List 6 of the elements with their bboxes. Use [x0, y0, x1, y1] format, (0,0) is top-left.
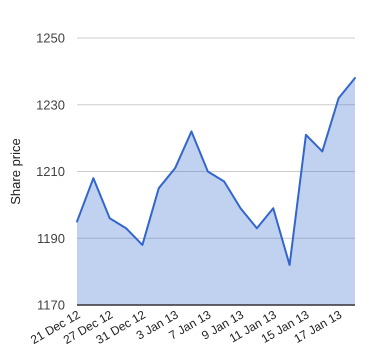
- y-tick-label: 1250: [36, 30, 65, 46]
- y-tick-label: 1230: [36, 97, 65, 112]
- y-tick-label: 1190: [37, 230, 65, 246]
- y-tick-label: 1170: [37, 298, 65, 313]
- y-tick-label: 1210: [36, 164, 65, 180]
- y-axis-title: Share price: [8, 138, 23, 205]
